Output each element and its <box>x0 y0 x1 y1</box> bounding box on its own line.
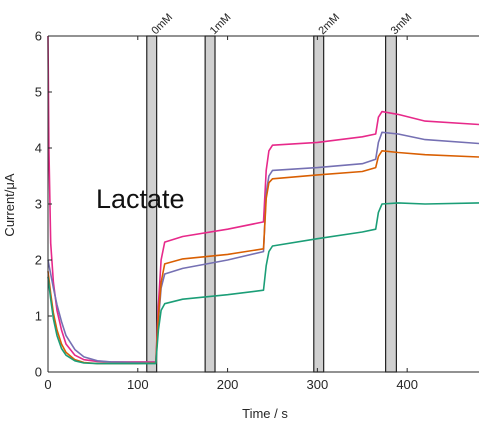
x-tick-label-3: 300 <box>307 377 329 392</box>
y-tick-label-4: 4 <box>35 141 42 156</box>
y-axis-label: Current/μA <box>2 173 17 236</box>
y-tick-label-5: 5 <box>35 85 42 100</box>
band-2 <box>313 35 325 373</box>
band-label-2: 2mM <box>316 11 342 37</box>
y-tick-label-0: 0 <box>35 365 42 380</box>
y-tick-label-2: 2 <box>35 253 42 268</box>
series-line-2 <box>47 150 479 365</box>
series-layer <box>47 35 479 365</box>
lactate-annotation: Lactate <box>96 184 185 214</box>
band-label-0: 0mM <box>149 11 175 37</box>
band-labels: 0mM 1mM 2mM 3mM <box>149 11 414 37</box>
band-label-3: 3mM <box>389 11 415 37</box>
x-tick-label-2: 200 <box>217 377 239 392</box>
band-label-1: 1mM <box>208 11 234 37</box>
x-tick-label-1: 100 <box>127 377 149 392</box>
y-tick-label-1: 1 <box>35 309 42 324</box>
y-tick-label-3: 3 <box>35 197 42 212</box>
x-tick-label-4: 400 <box>396 377 418 392</box>
axes <box>47 35 479 373</box>
x-axis-label: Time / s <box>242 406 288 421</box>
series-line-1 <box>47 131 479 364</box>
series-line-3 <box>47 202 479 365</box>
band-1 <box>204 35 216 373</box>
tick-labels: 0 100 200 300 400 0 1 2 3 4 5 6 <box>35 29 418 393</box>
x-tick-label-0: 0 <box>44 377 51 392</box>
series-line-0 <box>47 35 479 363</box>
y-tick-label-6: 6 <box>35 29 42 44</box>
